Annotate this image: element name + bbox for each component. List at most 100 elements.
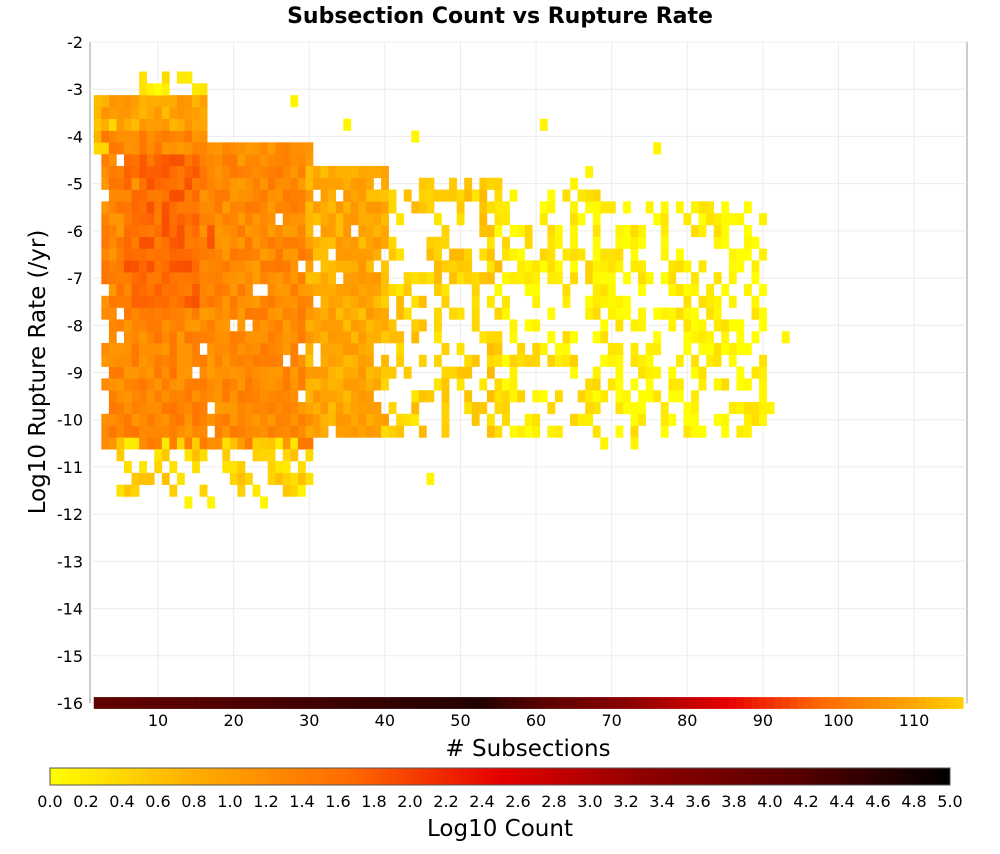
y-tick-label: -6 (67, 222, 83, 241)
heatmap-cell (131, 366, 140, 379)
heatmap-cell (116, 390, 125, 403)
bottom-row-cell (948, 697, 956, 709)
heatmap-cell (260, 213, 268, 226)
heatmap-cell (192, 331, 200, 344)
heatmap-cell (381, 307, 389, 320)
heatmap-cell (486, 413, 495, 426)
heatmap-cell (222, 366, 231, 379)
heatmap-cell (252, 165, 261, 179)
heatmap-cell (660, 213, 669, 226)
heatmap-cell (365, 390, 374, 403)
heatmap-cell (464, 354, 473, 367)
heatmap-cell (305, 390, 314, 403)
bottom-row-cell (517, 697, 526, 709)
heatmap-cell (426, 189, 435, 202)
heatmap-cell (176, 342, 185, 356)
heatmap-cell (441, 260, 450, 273)
heatmap-cell (237, 177, 246, 190)
heatmap-cell (547, 402, 556, 415)
heatmap-cell (592, 378, 601, 391)
bottom-row-cell (320, 697, 329, 709)
heatmap-cell (517, 272, 526, 285)
heatmap-cell (486, 248, 495, 261)
heatmap-cell (244, 224, 253, 238)
heatmap-cell (479, 201, 488, 214)
heatmap-cell (698, 224, 707, 238)
heatmap-cell (101, 295, 110, 308)
heatmap-cell (192, 248, 200, 261)
bottom-row-cell (116, 697, 125, 709)
heatmap-cell (101, 248, 110, 261)
heatmap-cell (139, 165, 148, 179)
heatmap-cell (600, 201, 609, 214)
heatmap-cell (691, 283, 699, 297)
heatmap-cell (184, 248, 193, 261)
heatmap-cell (623, 390, 631, 403)
heatmap-cell (199, 319, 208, 332)
heatmap-cell (207, 413, 216, 426)
heatmap-cell (229, 248, 238, 261)
heatmap-cell (630, 248, 639, 261)
heatmap-cell (615, 366, 624, 379)
heatmap-cell (222, 189, 231, 202)
heatmap-cell (93, 106, 102, 120)
heatmap-cell (252, 295, 261, 308)
heatmap-cell (441, 224, 450, 238)
heatmap-cell (607, 295, 616, 308)
heatmap-cell (161, 71, 170, 84)
heatmap-cell (388, 331, 397, 344)
bottom-row-cell (426, 697, 435, 709)
heatmap-cell (607, 260, 616, 273)
heatmap-cell (418, 272, 427, 285)
colorbar-tick-label: 4.4 (829, 792, 854, 811)
heatmap-cell (638, 260, 646, 273)
heatmap-cell (154, 189, 163, 202)
heatmap-cell (237, 472, 246, 485)
heatmap-cell (494, 307, 503, 320)
heatmap-cell (176, 236, 185, 249)
heatmap-cell (184, 189, 193, 202)
heatmap-cell (229, 402, 238, 415)
heatmap-cell (297, 484, 306, 497)
heatmap-cell (176, 425, 185, 438)
heatmap-cell (691, 390, 699, 403)
heatmap-cell (305, 283, 314, 297)
heatmap-cell (154, 118, 163, 131)
heatmap-cell (585, 307, 594, 320)
heatmap-cell (252, 142, 261, 155)
heatmap-cell (116, 366, 125, 379)
heatmap-cell (290, 413, 299, 426)
bottom-row-cell (305, 697, 314, 709)
bottom-row-cell (433, 697, 442, 709)
heatmap-cell (222, 260, 231, 273)
heatmap-cell (297, 201, 306, 214)
heatmap-cell (698, 295, 707, 308)
heatmap-cell (124, 130, 132, 143)
heatmap-cell (199, 201, 208, 214)
heatmap-cell (320, 248, 329, 261)
heatmap-cell (199, 177, 208, 190)
heatmap-cell (290, 484, 299, 497)
heatmap-cell (229, 390, 238, 403)
heatmap-cell (297, 307, 306, 320)
heatmap-cell (486, 236, 495, 249)
bottom-row-cell (169, 697, 178, 709)
heatmap-cell (146, 165, 155, 179)
heatmap-cell (169, 366, 178, 379)
heatmap-cell (116, 295, 125, 308)
heatmap-cell (139, 319, 148, 332)
heatmap-cell (124, 295, 132, 308)
heatmap-cell (479, 213, 488, 226)
heatmap-cell (373, 189, 382, 202)
heatmap-cell (146, 354, 155, 367)
heatmap-cell (335, 390, 344, 403)
heatmap-cell (554, 224, 563, 238)
y-tick-label: -4 (67, 127, 83, 146)
heatmap-cell (607, 378, 616, 391)
heatmap-cell (124, 437, 132, 450)
heatmap-cell (154, 283, 163, 297)
heatmap-cell (343, 342, 352, 356)
heatmap-cell (260, 201, 268, 214)
heatmap-cell (282, 425, 291, 438)
heatmap-cell (486, 390, 495, 403)
